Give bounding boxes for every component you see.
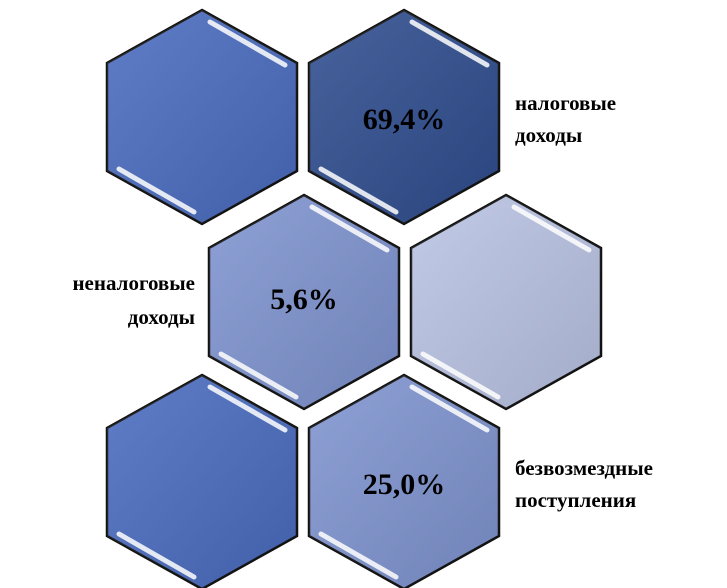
highlight	[207, 384, 288, 433]
hexagon-shade	[107, 10, 297, 224]
label: налоговые	[515, 91, 616, 115]
percent: 69,4%	[363, 103, 446, 136]
hexagon-shade	[309, 375, 499, 588]
highlight	[420, 351, 501, 400]
highlight	[309, 204, 390, 253]
highlight	[116, 531, 197, 580]
highlight	[409, 384, 490, 433]
highlight	[116, 166, 197, 215]
label: доходы	[515, 123, 582, 147]
highlight	[511, 204, 592, 253]
highlight	[218, 351, 299, 400]
hexagon-shade	[209, 195, 399, 409]
label: поступления	[515, 488, 636, 512]
highlight	[318, 166, 399, 215]
highlight	[409, 19, 490, 68]
label: доходы	[128, 305, 195, 329]
label: неналоговые	[72, 271, 195, 295]
hexagon-shade	[107, 375, 297, 588]
label: безвозмездные	[515, 456, 653, 480]
hexagon-shade	[411, 195, 601, 409]
highlight	[207, 19, 288, 68]
hexagon-shade	[309, 10, 499, 224]
highlight	[318, 531, 399, 580]
percent: 5,6%	[270, 283, 338, 316]
hexagons	[105, 8, 603, 588]
percent: 25,0%	[363, 468, 446, 501]
